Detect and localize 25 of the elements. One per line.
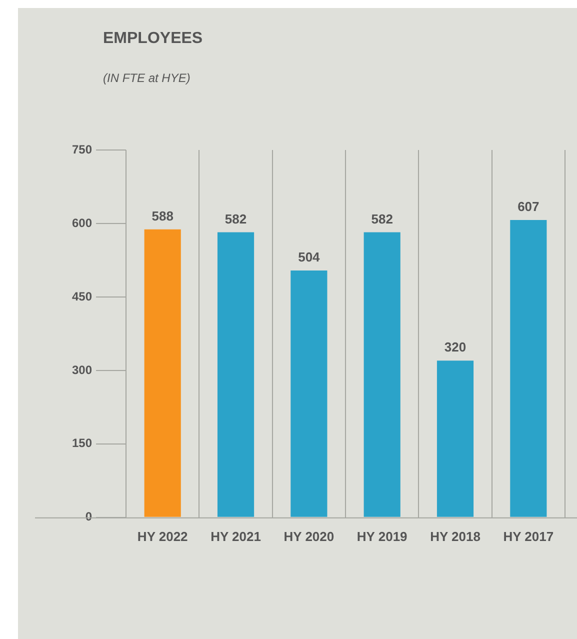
bar <box>290 270 328 517</box>
y-tick-label: 600 <box>72 216 92 230</box>
bar <box>144 229 181 517</box>
y-tick-label: 450 <box>72 289 92 304</box>
data-label: 582 <box>224 211 247 226</box>
y-tick-label: 300 <box>72 362 92 377</box>
data-label: 320 <box>444 340 466 355</box>
bar <box>436 360 474 517</box>
bar <box>510 220 547 517</box>
x-tick-label: HY 2018 <box>430 528 480 544</box>
data-label: 607 <box>518 199 540 214</box>
y-tick-label: 750 <box>72 142 92 156</box>
x-tick-label: HY 2020 <box>284 528 334 544</box>
x-tick-label: HY 2017 <box>503 528 554 544</box>
chart-title: EMPLOYEES <box>103 30 203 48</box>
chart-subtitle: (IN FTE at HYE) <box>103 71 190 85</box>
y-tick-label: 150 <box>72 436 92 450</box>
data-label: 504 <box>298 250 321 265</box>
bar <box>217 232 254 517</box>
bar <box>364 232 400 517</box>
data-label: 588 <box>152 208 174 224</box>
x-tick-label: HY 2021 <box>210 528 261 544</box>
x-tick-label: HY 2022 <box>137 528 188 544</box>
x-tick-label: HY 2019 <box>356 528 408 544</box>
data-label: 582 <box>371 211 393 226</box>
